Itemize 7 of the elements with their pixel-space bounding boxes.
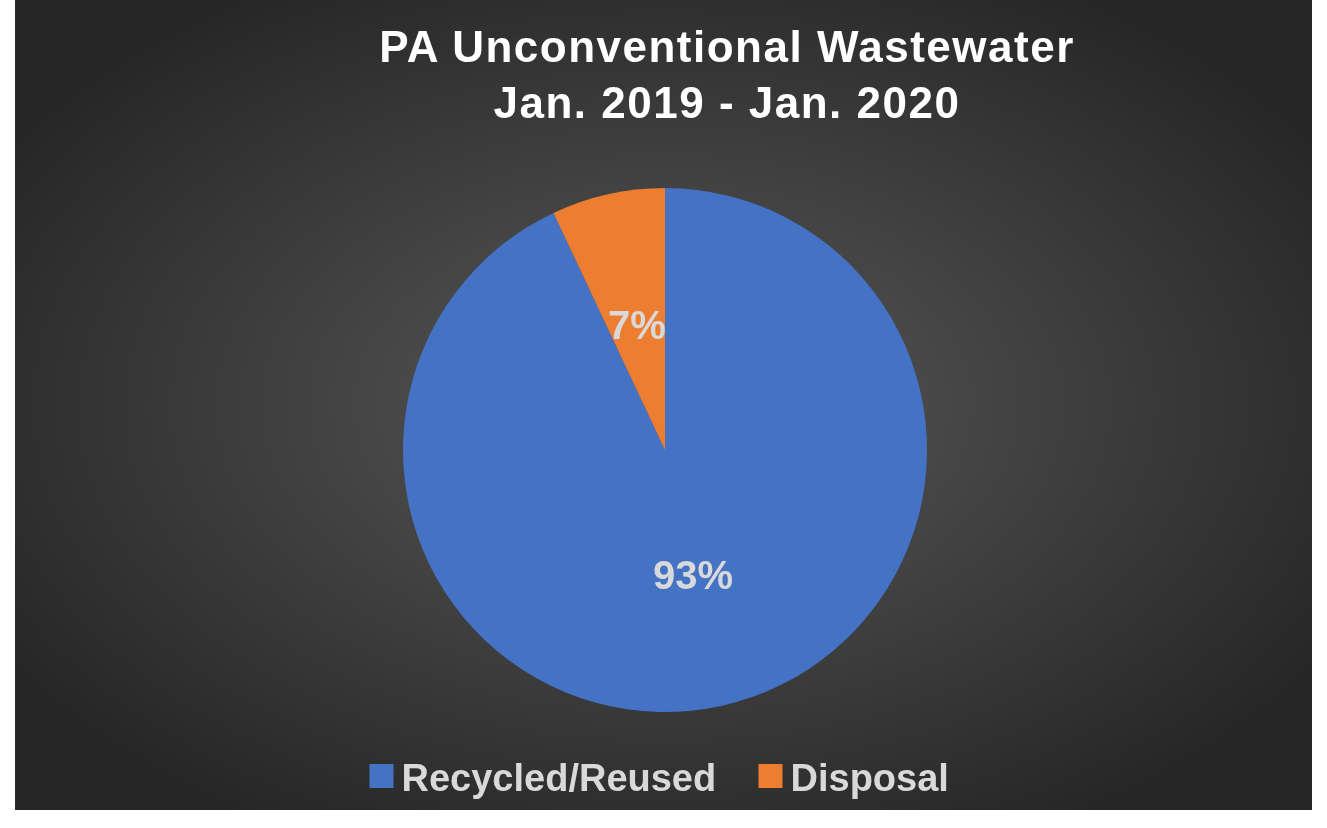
pie-slice	[553, 188, 665, 450]
legend-label: Recycled/Reused	[401, 757, 717, 799]
data-label: 93%	[652, 553, 734, 598]
chart-title: PA Unconventional Wastewater Jan. 2019 - Jan. 2020	[379, 22, 1075, 127]
legend-label: Disposal	[790, 757, 949, 799]
data-label: 7%	[608, 302, 666, 347]
pie-slice	[403, 188, 927, 712]
